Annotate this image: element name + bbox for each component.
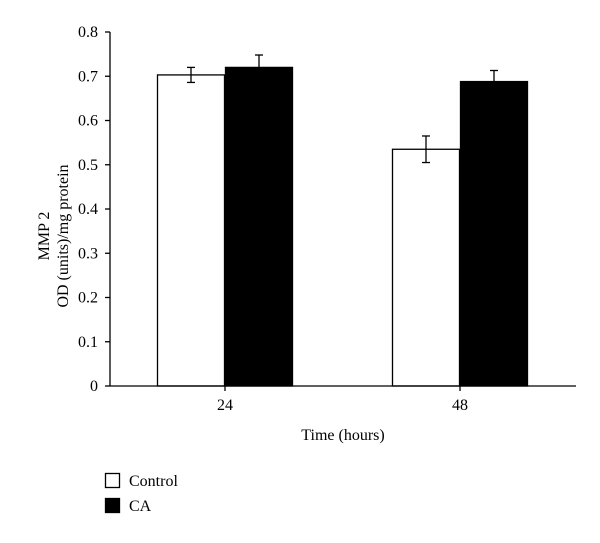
error-bars-layer: [187, 54, 498, 164]
legend-swatch-control: [104, 472, 121, 489]
y-tick-label: 0.1: [78, 334, 98, 351]
legend: Control CA: [104, 472, 178, 515]
bar-ca-48: [459, 80, 529, 387]
legend-swatch-ca: [104, 497, 121, 514]
y-axis-title: MMP 2 OD (units)/mg protein: [36, 164, 72, 307]
y-tick-label: 0.4: [78, 201, 98, 218]
x-axis-title: Time (hours): [301, 427, 384, 444]
y-axis-title-line2: OD (units)/mg protein: [55, 164, 72, 307]
y-tick-label: 0.2: [78, 290, 98, 307]
legend-label-control: Control: [129, 473, 178, 490]
bars-layer: [156, 66, 529, 387]
y-tick-label: 0: [90, 378, 98, 395]
y-tick-label: 0.6: [78, 113, 98, 130]
y-tick-label: 0.3: [78, 245, 98, 262]
error-bar-ca-24: [255, 54, 263, 81]
x-tick-label: 48: [452, 397, 468, 414]
legend-label-ca: CA: [129, 498, 152, 515]
y-tick-label: 0.5: [78, 157, 98, 174]
x-tick-label: 24: [217, 397, 233, 414]
x-ticks-layer: 24 48: [217, 386, 468, 414]
y-axis-title-line1: MMP 2: [36, 212, 53, 261]
bar-control-48: [391, 148, 461, 387]
error-bar-control-24: [187, 66, 195, 84]
error-bar-control-48: [422, 135, 430, 164]
y-ticks-layer: 0 0.1 0.2 0.3 0.4 0.5 0.6 0.7 0.8: [78, 24, 110, 395]
y-tick-label: 0.8: [78, 24, 98, 41]
bar-ca-24: [224, 66, 294, 387]
bar-control-24: [156, 74, 226, 387]
y-tick-label: 0.7: [78, 68, 98, 85]
error-bar-ca-48: [490, 69, 498, 94]
